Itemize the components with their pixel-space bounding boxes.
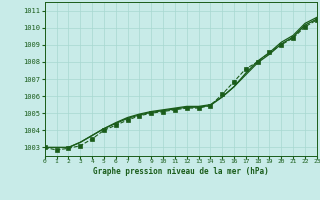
X-axis label: Graphe pression niveau de la mer (hPa): Graphe pression niveau de la mer (hPa) xyxy=(93,167,269,176)
